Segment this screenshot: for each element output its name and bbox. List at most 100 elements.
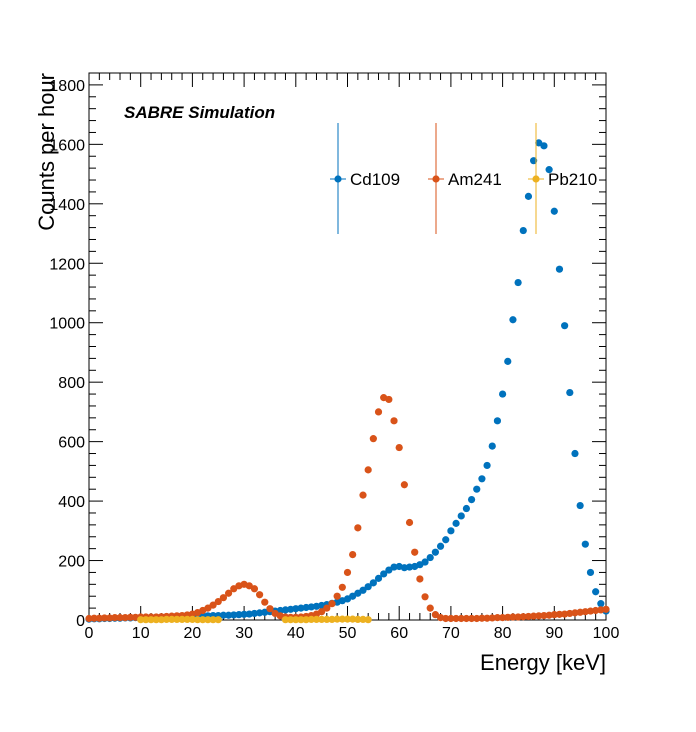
legend-label-cd109: Cd109 — [350, 170, 400, 189]
point-am241-2 — [95, 614, 103, 622]
x-tick-label-4: 40 — [287, 625, 305, 642]
axis-ticks — [88, 72, 607, 621]
point-am241-52 — [354, 524, 362, 532]
point-cd109-94 — [571, 449, 579, 458]
point-pb210-4 — [157, 616, 165, 624]
point-pb210-21 — [307, 615, 315, 624]
point-am241-71 — [452, 614, 460, 623]
point-cd109-81 — [504, 357, 512, 365]
y-tick-label-9: 1800 — [49, 78, 85, 95]
point-cd109-95 — [576, 501, 584, 510]
point-cd109-89 — [545, 166, 553, 174]
y-tick-label-4: 800 — [58, 375, 85, 392]
point-am241-64 — [416, 575, 424, 583]
y-tick-labels: 0 200 400 600 800 1000 1200 1400 1600 1800 — [49, 78, 85, 630]
point-pb210-32 — [364, 616, 372, 624]
point-pb210-26 — [333, 615, 341, 623]
point-cd109-28 — [230, 611, 238, 619]
point-cd109-97 — [586, 568, 595, 577]
point-cd109-93 — [566, 388, 574, 397]
point-pb210-1 — [142, 616, 150, 624]
point-cd109-72 — [457, 512, 465, 520]
point-am241-24 — [209, 601, 217, 609]
plot-frame — [88, 72, 607, 621]
point-am241-51 — [349, 550, 357, 559]
point-cd109-73 — [462, 504, 471, 513]
point-am241-53 — [359, 491, 367, 499]
x-tick-label-6: 60 — [390, 625, 408, 642]
point-cd109-27 — [224, 611, 233, 619]
point-cd109-86 — [530, 157, 538, 165]
point-am241-75 — [473, 614, 481, 623]
legend-entry-cd109: Cd109 — [330, 123, 400, 234]
x-tick-label-3: 30 — [235, 625, 253, 642]
point-am241-70 — [447, 614, 455, 623]
point-am241-79 — [493, 614, 502, 622]
point-pb210-30 — [354, 615, 362, 624]
legend-label-pb210: Pb210 — [548, 170, 597, 189]
x-tick-label-9: 90 — [545, 625, 563, 642]
point-pb210-22 — [312, 615, 321, 624]
point-cd109-29 — [235, 611, 243, 619]
point-cd109-53 — [359, 586, 367, 594]
point-am241-78 — [488, 614, 496, 622]
point-am241-58 — [385, 395, 393, 404]
legend-marker-pb210 — [532, 175, 540, 183]
legend-label-am241: Am241 — [448, 170, 502, 189]
point-pb210-25 — [328, 615, 336, 624]
point-cd109-54 — [364, 583, 372, 591]
point-cd109-80 — [499, 390, 507, 398]
point-am241-50 — [343, 568, 352, 577]
point-am241-87 — [535, 612, 543, 620]
point-cd109-57 — [380, 570, 388, 578]
point-am241-66 — [426, 604, 434, 612]
point-am241-5 — [111, 614, 119, 622]
point-am241-33 — [256, 591, 264, 599]
x-tick-label-7: 70 — [442, 625, 460, 642]
point-cd109-74 — [467, 496, 476, 504]
point-am241-91 — [555, 610, 564, 618]
x-tick-label-10: 100 — [593, 625, 620, 642]
point-cd109-30 — [240, 610, 248, 618]
point-am241-55 — [369, 435, 377, 443]
point-am241-46 — [323, 604, 331, 612]
point-cd109-83 — [514, 278, 522, 287]
x-tick-label-5: 50 — [339, 625, 357, 642]
point-pb210-23 — [318, 615, 326, 624]
point-cd109-98 — [592, 588, 600, 596]
point-pb210-18 — [292, 616, 300, 624]
point-am241-45 — [318, 608, 326, 616]
point-am241-72 — [457, 614, 465, 623]
x-tick-label-2: 20 — [184, 625, 202, 642]
y-tick-label-0: 0 — [76, 613, 85, 630]
data-points — [85, 139, 610, 624]
point-pb210-24 — [323, 615, 331, 624]
point-am241-73 — [462, 614, 471, 623]
point-am241-100 — [602, 605, 610, 613]
point-cd109-91 — [555, 265, 564, 273]
point-am241-48 — [333, 592, 341, 600]
point-pb210-8 — [178, 615, 186, 624]
point-cd109-99 — [597, 600, 605, 608]
y-tick-label-6: 1200 — [49, 256, 85, 273]
point-cd109-77 — [483, 461, 491, 470]
point-am241-35 — [266, 605, 274, 613]
point-pb210-17 — [287, 616, 295, 624]
x-tick-labels: 0 10 20 30 40 50 60 70 80 90 100 — [85, 625, 620, 642]
point-pb210-28 — [343, 615, 352, 623]
x-axis-label: Energy [keV] — [480, 650, 606, 675]
point-am241-34 — [261, 598, 269, 606]
point-cd109-78 — [488, 442, 496, 450]
point-pb210-7 — [173, 615, 181, 624]
point-pb210-10 — [188, 615, 196, 624]
point-pb210-27 — [338, 615, 346, 623]
point-am241-84 — [519, 613, 527, 621]
point-pb210-5 — [162, 615, 171, 624]
point-cd109-75 — [473, 485, 481, 493]
point-pb210-16 — [281, 616, 290, 624]
point-am241-62 — [405, 518, 414, 527]
point-pb210-9 — [183, 615, 191, 624]
point-am241-4 — [106, 614, 114, 622]
y-tick-label-5: 1000 — [49, 316, 85, 333]
